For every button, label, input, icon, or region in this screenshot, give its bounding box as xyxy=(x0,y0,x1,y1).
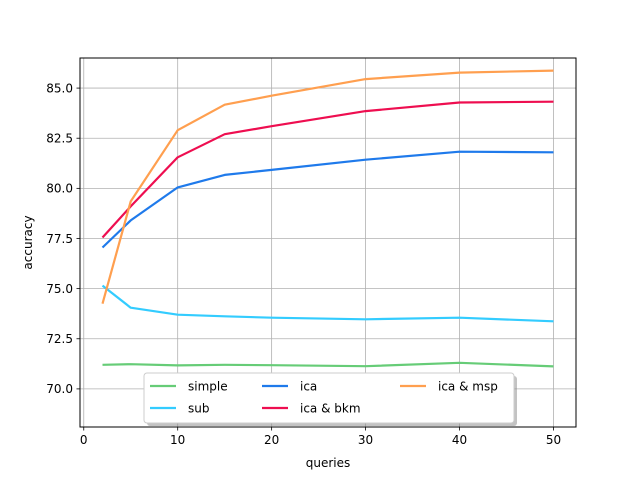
legend-label: sub xyxy=(188,402,209,416)
legend-label: ica & msp xyxy=(438,380,498,394)
x-tick-label: 0 xyxy=(80,433,88,447)
legend-label: simple xyxy=(188,380,228,394)
series-lines xyxy=(101,69,554,368)
x-tick-label: 40 xyxy=(452,433,467,447)
series-line-ica-msp xyxy=(101,69,554,304)
x-tick-label: 20 xyxy=(264,433,279,447)
grid xyxy=(80,58,576,427)
y-tick-label: 82.5 xyxy=(46,132,73,146)
x-tick-label: 10 xyxy=(170,433,185,447)
y-tick-label: 80.0 xyxy=(46,182,73,196)
legend-label: ica xyxy=(300,380,317,394)
series-line-ica-bkm xyxy=(101,100,554,239)
x-axis-label: queries xyxy=(306,456,351,470)
y-tick-label: 75.0 xyxy=(46,282,73,296)
y-tick-label: 72.5 xyxy=(46,332,73,346)
legend: simple sub ica ica & bkm ica & msp xyxy=(143,372,517,426)
legend-label: ica & bkm xyxy=(300,402,361,416)
plot-frame xyxy=(79,57,577,428)
series-line-simple xyxy=(102,361,554,368)
y-axis-label: accuracy xyxy=(21,215,35,269)
x-tick-label: 50 xyxy=(546,433,561,447)
series-line-sub xyxy=(101,284,554,323)
y-tick-label: 85.0 xyxy=(46,81,73,95)
y-tick-label: 70.0 xyxy=(46,382,73,396)
y-tick-label: 77.5 xyxy=(46,232,73,246)
axis-ticks: 0 10 20 30 40 50 70.0 72.5 75.0 77.5 80.0 82.5 85.0 xyxy=(46,81,561,447)
x-tick-label: 30 xyxy=(358,433,373,447)
series-line-ica xyxy=(101,150,554,249)
